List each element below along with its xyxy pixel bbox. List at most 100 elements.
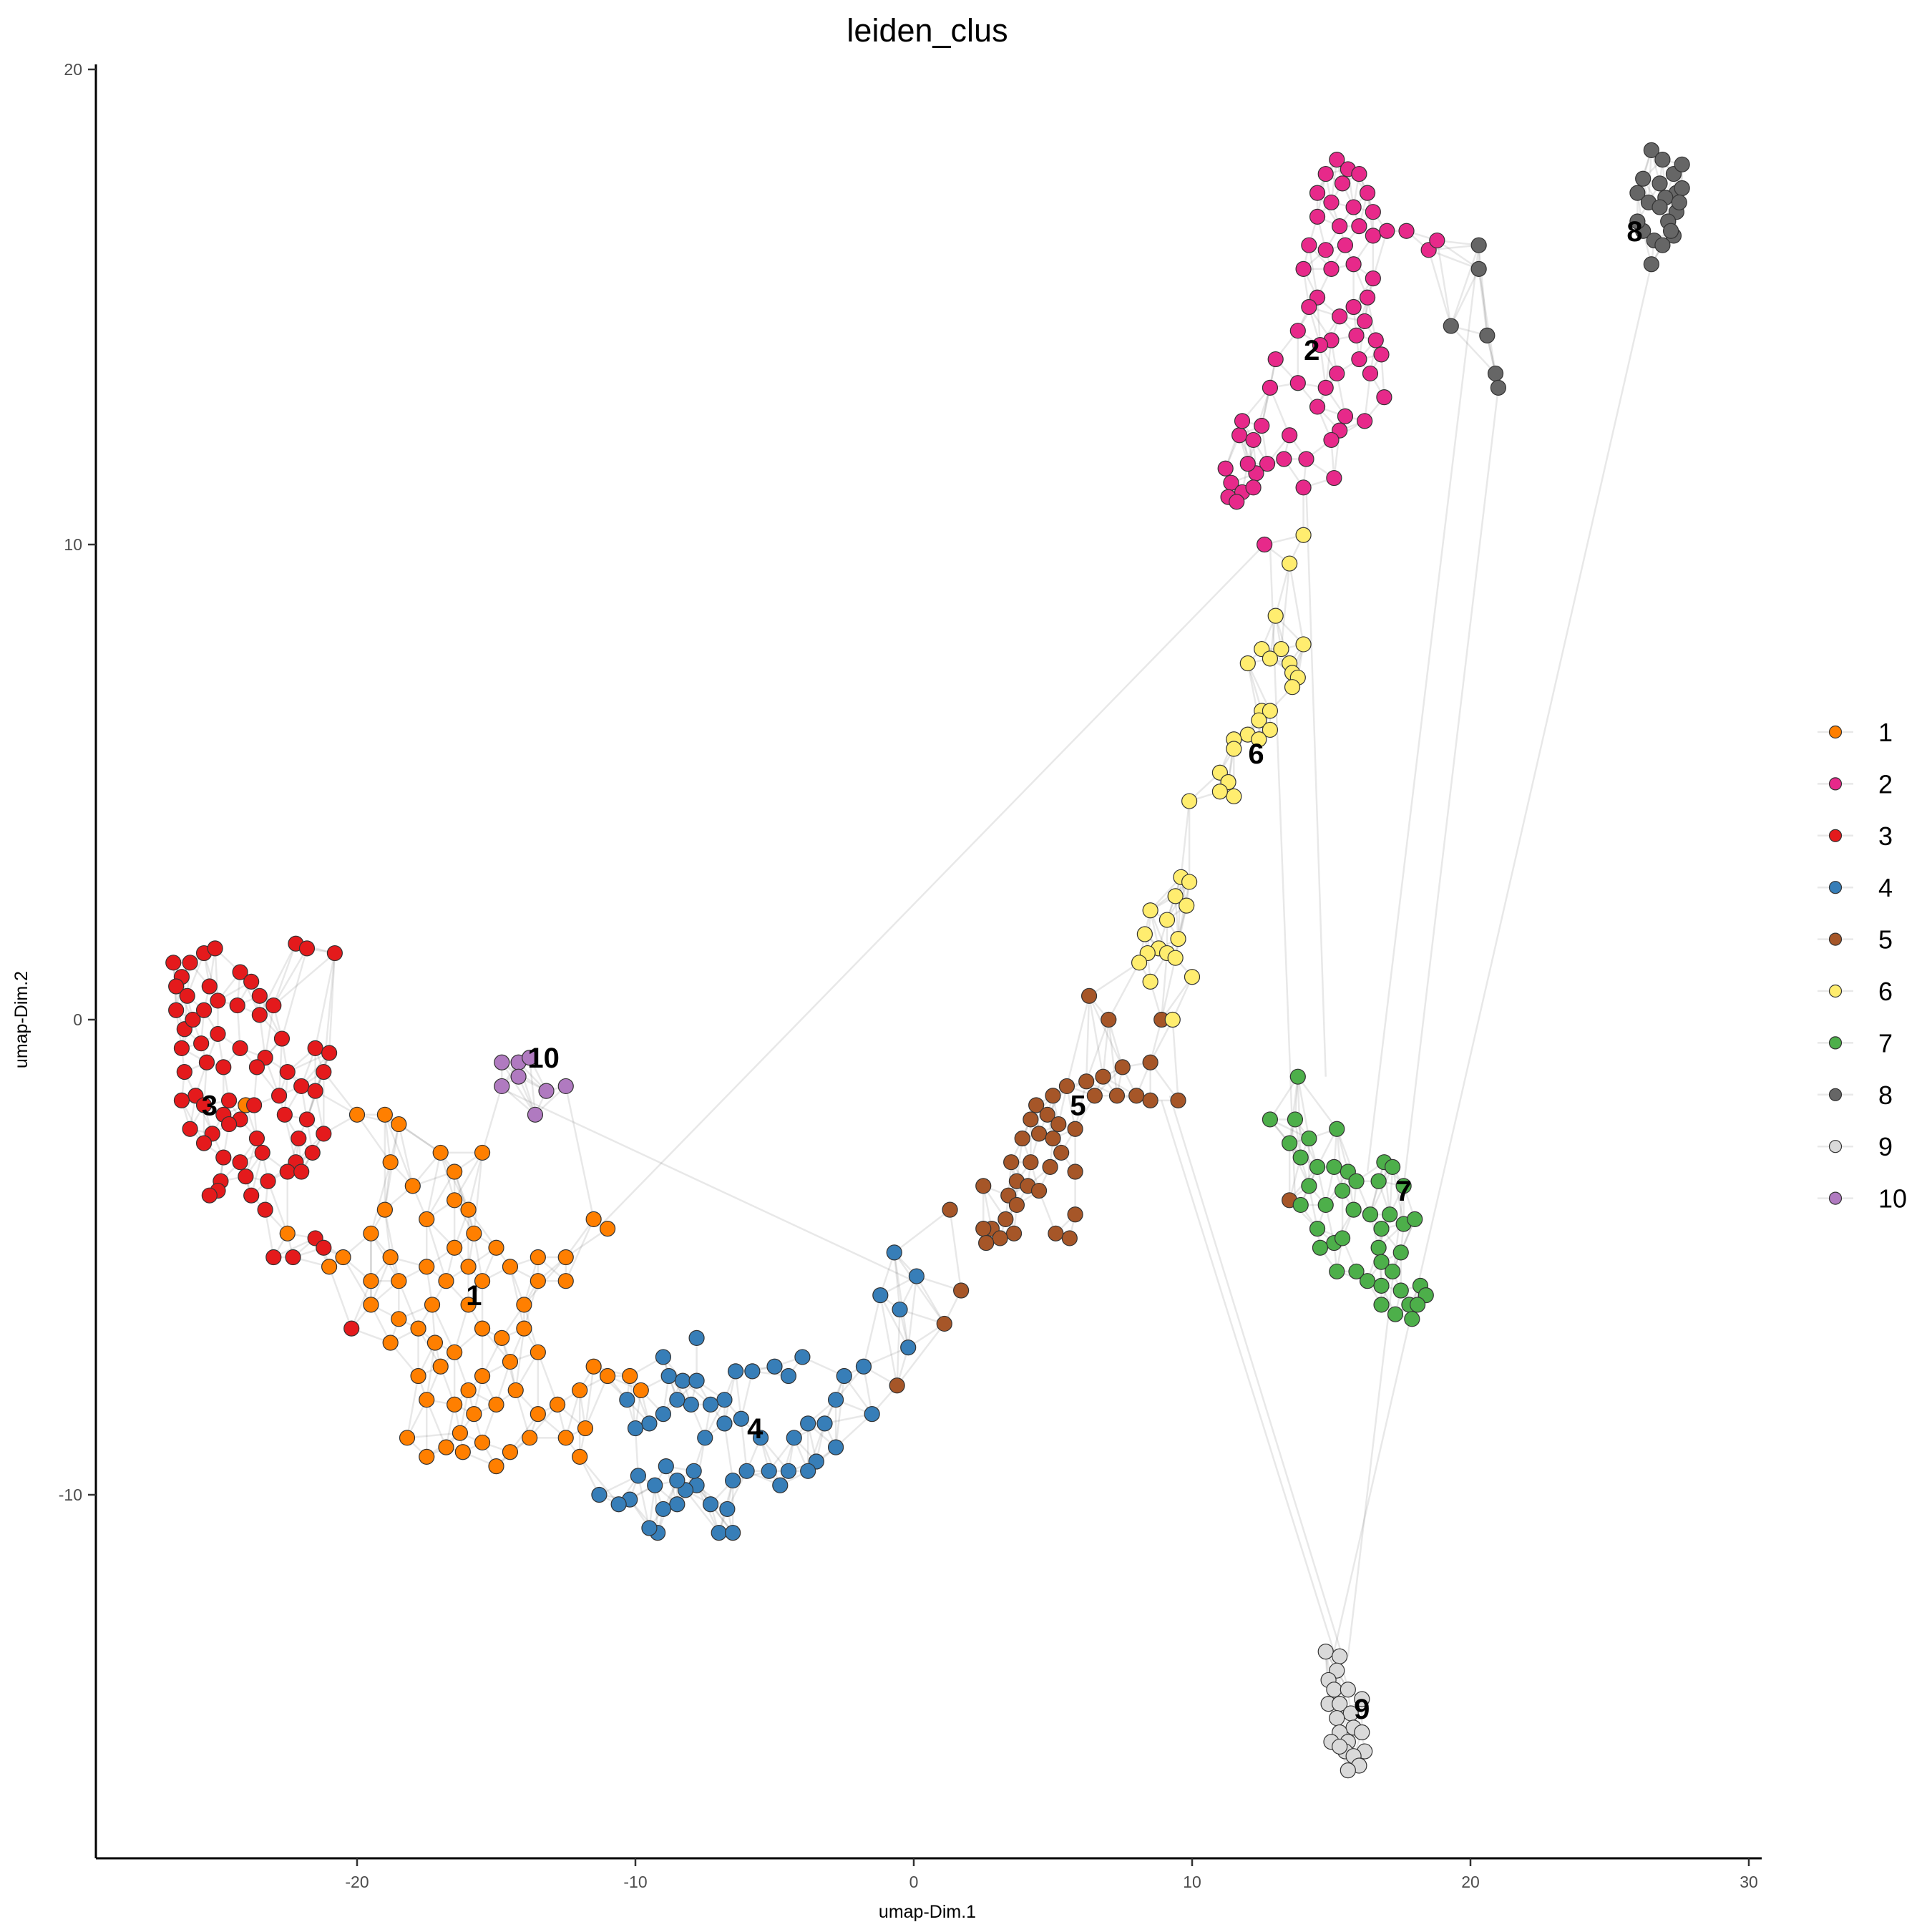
point-cluster-5	[1051, 1117, 1066, 1132]
point-cluster-8	[1644, 257, 1659, 272]
point-cluster-1	[419, 1211, 434, 1226]
point-cluster-4	[655, 1407, 670, 1422]
point-cluster-3	[305, 1145, 320, 1160]
point-cluster-8	[1443, 318, 1458, 333]
point-cluster-7	[1310, 1221, 1325, 1236]
point-cluster-5	[998, 1211, 1013, 1226]
point-cluster-4	[901, 1340, 916, 1355]
point-cluster-2	[1335, 176, 1350, 191]
point-cluster-10	[494, 1078, 509, 1093]
point-cluster-5	[1023, 1112, 1038, 1127]
point-cluster-4	[726, 1473, 741, 1488]
point-cluster-1	[419, 1259, 434, 1274]
point-cluster-1	[439, 1440, 454, 1455]
point-cluster-7	[1262, 1112, 1277, 1127]
point-cluster-6	[1179, 898, 1194, 913]
point-cluster-5	[1101, 1013, 1116, 1028]
point-cluster-1	[572, 1382, 587, 1397]
point-cluster-7	[1335, 1231, 1350, 1246]
point-cluster-1	[475, 1435, 490, 1450]
point-cluster-4	[670, 1497, 685, 1512]
point-cluster-1	[600, 1221, 615, 1236]
point-cluster-1	[364, 1226, 379, 1241]
point-cluster-2	[1430, 233, 1445, 248]
network-edge	[1298, 1077, 1337, 1129]
point-cluster-4	[670, 1392, 685, 1407]
point-cluster-1	[383, 1155, 398, 1170]
point-cluster-2	[1332, 219, 1347, 234]
point-cluster-5	[1062, 1231, 1077, 1246]
point-cluster-1	[502, 1259, 517, 1274]
point-cluster-3	[177, 1065, 192, 1080]
point-cluster-5	[1068, 1207, 1083, 1222]
point-cluster-1	[419, 1449, 434, 1464]
point-cluster-9	[1340, 1763, 1355, 1778]
point-cluster-5	[1143, 1055, 1158, 1070]
point-cluster-4	[698, 1430, 713, 1445]
cluster-label-8: 8	[1626, 216, 1642, 248]
point-cluster-7	[1387, 1307, 1402, 1322]
point-cluster-5	[1015, 1131, 1030, 1146]
point-cluster-4	[728, 1364, 743, 1379]
point-cluster-7	[1405, 1312, 1420, 1327]
point-cluster-4	[720, 1501, 735, 1516]
y-tick-label: 0	[73, 1010, 82, 1029]
point-cluster-1	[433, 1145, 448, 1160]
point-cluster-3	[244, 1188, 259, 1203]
point-cluster-2	[1254, 419, 1269, 434]
point-cluster-5	[992, 1231, 1008, 1246]
point-cluster-1	[364, 1274, 379, 1289]
plot-title: leiden_clus	[847, 12, 1008, 49]
point-cluster-3	[194, 1036, 209, 1051]
point-cluster-1	[322, 1259, 337, 1274]
point-cluster-1	[475, 1145, 490, 1160]
point-cluster-9	[1355, 1725, 1370, 1740]
point-cluster-6	[1159, 912, 1174, 927]
point-cluster-7	[1330, 1121, 1345, 1136]
point-cluster-1	[391, 1117, 406, 1132]
point-cluster-2	[1229, 494, 1244, 509]
point-cluster-7	[1349, 1174, 1364, 1189]
point-cluster-9	[1318, 1644, 1333, 1659]
cluster-label-7: 7	[1396, 1176, 1412, 1207]
cluster-label-5: 5	[1070, 1091, 1085, 1122]
x-axis-ticks: -20 -10 0 10 20 30	[345, 1858, 1757, 1891]
point-cluster-3	[174, 1093, 189, 1108]
point-cluster-8	[1672, 195, 1687, 210]
point-cluster-7	[1362, 1207, 1377, 1222]
y-tick-label: 10	[64, 535, 82, 554]
network-edge	[1089, 996, 1103, 1077]
point-cluster-5	[1082, 988, 1097, 1003]
point-cluster-5	[1129, 1088, 1144, 1103]
point-cluster-4	[703, 1497, 718, 1512]
point-cluster-1	[530, 1345, 545, 1360]
point-cluster-2	[1324, 432, 1339, 447]
point-cluster-7	[1374, 1278, 1389, 1293]
point-cluster-3	[238, 1169, 253, 1184]
point-cluster-7	[1371, 1174, 1386, 1189]
point-cluster-1	[427, 1335, 442, 1350]
point-cluster-5	[1009, 1197, 1024, 1212]
legend-label-9: 9	[1878, 1132, 1893, 1161]
point-cluster-4	[592, 1488, 607, 1503]
point-cluster-5	[1143, 1093, 1158, 1108]
point-cluster-7	[1393, 1245, 1408, 1260]
point-cluster-4	[655, 1501, 670, 1516]
point-cluster-4	[773, 1478, 788, 1493]
point-cluster-8	[1491, 380, 1506, 395]
point-cluster-8	[1488, 366, 1503, 381]
point-cluster-3	[169, 1002, 184, 1018]
point-cluster-3	[266, 998, 281, 1013]
point-cluster-6	[1182, 794, 1197, 809]
point-cluster-3	[233, 1040, 248, 1055]
legend-key-2	[1830, 778, 1842, 790]
point-cluster-4	[620, 1392, 635, 1407]
point-cluster-10	[558, 1078, 573, 1093]
point-cluster-7	[1385, 1159, 1400, 1174]
point-cluster-5	[1007, 1226, 1022, 1241]
point-cluster-4	[726, 1526, 741, 1541]
point-cluster-3	[277, 1107, 292, 1122]
point-cluster-3	[222, 1093, 237, 1108]
point-cluster-3	[308, 1040, 323, 1055]
point-cluster-8	[1655, 238, 1670, 253]
